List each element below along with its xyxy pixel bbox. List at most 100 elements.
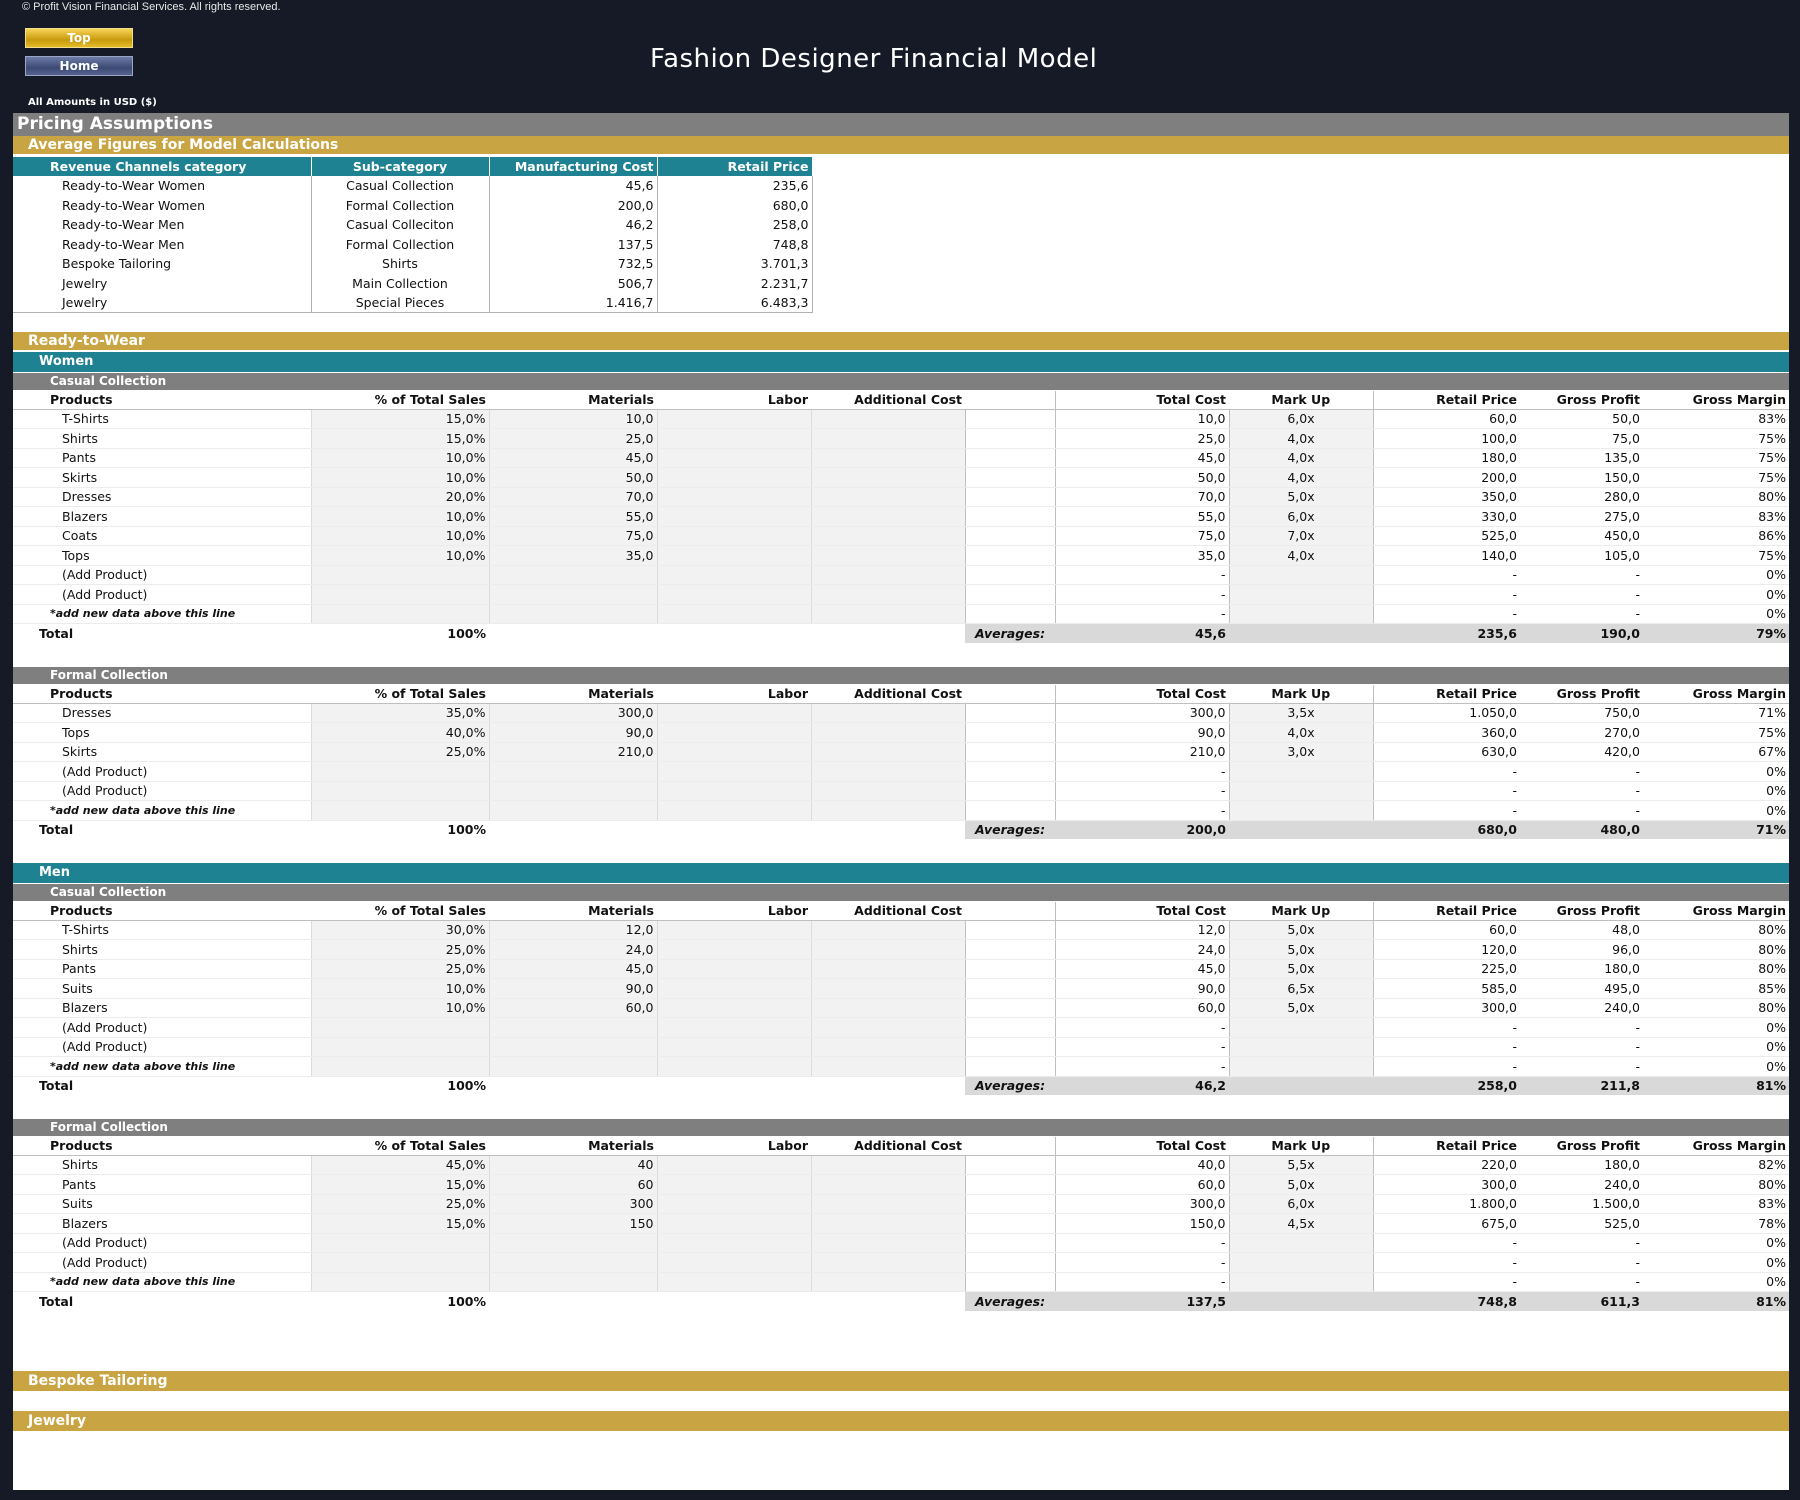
- sales-share-input[interactable]: 10,0%: [310, 506, 489, 527]
- additional-cost-input[interactable]: [810, 1233, 965, 1253]
- markup-input[interactable]: 5,0x: [1228, 920, 1373, 940]
- markup-input[interactable]: [1228, 761, 1373, 782]
- materials-input[interactable]: 50,0: [488, 467, 657, 488]
- sales-share-input[interactable]: [310, 781, 489, 801]
- markup-input[interactable]: 4,0x: [1228, 428, 1373, 449]
- materials-input[interactable]: [488, 584, 657, 605]
- sales-share-input[interactable]: 20,0%: [310, 487, 489, 507]
- materials-input[interactable]: [488, 1017, 657, 1038]
- sales-share-input[interactable]: [310, 1017, 489, 1038]
- materials-input[interactable]: 45,0: [488, 448, 657, 468]
- labor-input[interactable]: [656, 448, 811, 468]
- materials-input[interactable]: 70,0: [488, 487, 657, 507]
- additional-cost-input[interactable]: [810, 1213, 965, 1234]
- materials-input[interactable]: [488, 1233, 657, 1253]
- materials-input[interactable]: [488, 800, 657, 821]
- labor-input[interactable]: [656, 428, 811, 449]
- additional-cost-input[interactable]: [810, 920, 965, 940]
- labor-input[interactable]: [656, 604, 811, 624]
- sales-share-input[interactable]: [310, 584, 489, 605]
- sales-share-input[interactable]: 25,0%: [310, 1194, 489, 1214]
- labor-input[interactable]: [656, 565, 811, 585]
- additional-cost-input[interactable]: [810, 722, 965, 743]
- materials-input[interactable]: 300,0: [488, 703, 657, 723]
- materials-input[interactable]: 12,0: [488, 920, 657, 940]
- additional-cost-input[interactable]: [810, 506, 965, 527]
- additional-cost-input[interactable]: [810, 959, 965, 979]
- sales-share-input[interactable]: 15,0%: [310, 409, 489, 429]
- materials-input[interactable]: [488, 1252, 657, 1273]
- additional-cost-input[interactable]: [810, 703, 965, 723]
- markup-input[interactable]: [1228, 800, 1373, 821]
- markup-input[interactable]: 4,0x: [1228, 467, 1373, 488]
- additional-cost-input[interactable]: [810, 487, 965, 507]
- labor-input[interactable]: [656, 800, 811, 821]
- sales-share-input[interactable]: [310, 1037, 489, 1057]
- labor-input[interactable]: [656, 761, 811, 782]
- additional-cost-input[interactable]: [810, 526, 965, 546]
- labor-input[interactable]: [656, 409, 811, 429]
- sales-share-input[interactable]: 15,0%: [310, 428, 489, 449]
- materials-input[interactable]: 10,0: [488, 409, 657, 429]
- markup-input[interactable]: 5,0x: [1228, 939, 1373, 960]
- materials-input[interactable]: 40: [488, 1155, 657, 1175]
- additional-cost-input[interactable]: [810, 565, 965, 585]
- labor-input[interactable]: [656, 1056, 811, 1077]
- materials-input[interactable]: [488, 565, 657, 585]
- markup-input[interactable]: 4,0x: [1228, 722, 1373, 743]
- labor-input[interactable]: [656, 978, 811, 999]
- labor-input[interactable]: [656, 1252, 811, 1273]
- markup-input[interactable]: 7,0x: [1228, 526, 1373, 546]
- sales-share-input[interactable]: 45,0%: [310, 1155, 489, 1175]
- sales-share-input[interactable]: [310, 1272, 489, 1292]
- markup-input[interactable]: [1228, 781, 1373, 801]
- additional-cost-input[interactable]: [810, 467, 965, 488]
- markup-input[interactable]: 3,0x: [1228, 742, 1373, 762]
- sales-share-input[interactable]: [310, 1252, 489, 1273]
- sales-share-input[interactable]: 10,0%: [310, 978, 489, 999]
- materials-input[interactable]: 60,0: [488, 998, 657, 1018]
- labor-input[interactable]: [656, 584, 811, 605]
- materials-input[interactable]: 24,0: [488, 939, 657, 960]
- labor-input[interactable]: [656, 487, 811, 507]
- additional-cost-input[interactable]: [810, 1174, 965, 1195]
- markup-input[interactable]: 4,0x: [1228, 545, 1373, 566]
- sales-share-input[interactable]: 25,0%: [310, 742, 489, 762]
- markup-input[interactable]: [1228, 584, 1373, 605]
- sales-share-input[interactable]: 40,0%: [310, 722, 489, 743]
- additional-cost-input[interactable]: [810, 448, 965, 468]
- additional-cost-input[interactable]: [810, 761, 965, 782]
- labor-input[interactable]: [656, 781, 811, 801]
- materials-input[interactable]: 45,0: [488, 959, 657, 979]
- additional-cost-input[interactable]: [810, 1194, 965, 1214]
- sales-share-input[interactable]: [310, 565, 489, 585]
- markup-input[interactable]: 3,5x: [1228, 703, 1373, 723]
- markup-input[interactable]: [1228, 1233, 1373, 1253]
- sales-share-input[interactable]: 15,0%: [310, 1213, 489, 1234]
- labor-input[interactable]: [656, 1174, 811, 1195]
- markup-input[interactable]: 5,0x: [1228, 959, 1373, 979]
- additional-cost-input[interactable]: [810, 1272, 965, 1292]
- additional-cost-input[interactable]: [810, 604, 965, 624]
- materials-input[interactable]: [488, 781, 657, 801]
- markup-input[interactable]: 6,0x: [1228, 506, 1373, 527]
- labor-input[interactable]: [656, 998, 811, 1018]
- labor-input[interactable]: [656, 1272, 811, 1292]
- home-button[interactable]: Home: [25, 56, 133, 76]
- materials-input[interactable]: [488, 1056, 657, 1077]
- labor-input[interactable]: [656, 703, 811, 723]
- materials-input[interactable]: 300: [488, 1194, 657, 1214]
- markup-input[interactable]: 4,5x: [1228, 1213, 1373, 1234]
- materials-input[interactable]: [488, 604, 657, 624]
- materials-input[interactable]: 35,0: [488, 545, 657, 566]
- materials-input[interactable]: 55,0: [488, 506, 657, 527]
- additional-cost-input[interactable]: [810, 1155, 965, 1175]
- sales-share-input[interactable]: 30,0%: [310, 920, 489, 940]
- sales-share-input[interactable]: [310, 1233, 489, 1253]
- additional-cost-input[interactable]: [810, 939, 965, 960]
- markup-input[interactable]: [1228, 1252, 1373, 1273]
- labor-input[interactable]: [656, 722, 811, 743]
- additional-cost-input[interactable]: [810, 998, 965, 1018]
- labor-input[interactable]: [656, 1194, 811, 1214]
- materials-input[interactable]: 150: [488, 1213, 657, 1234]
